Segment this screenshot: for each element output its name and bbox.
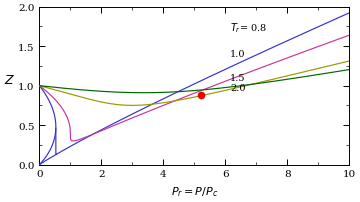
Text: 2.0: 2.0 — [230, 83, 246, 92]
X-axis label: $P_r = P / P_c$: $P_r = P / P_c$ — [171, 184, 218, 198]
Y-axis label: $Z$: $Z$ — [4, 73, 15, 86]
Text: 1.5: 1.5 — [230, 74, 246, 83]
Text: $T_r$= 0.8: $T_r$= 0.8 — [230, 21, 267, 35]
Text: 1.0: 1.0 — [230, 49, 246, 58]
